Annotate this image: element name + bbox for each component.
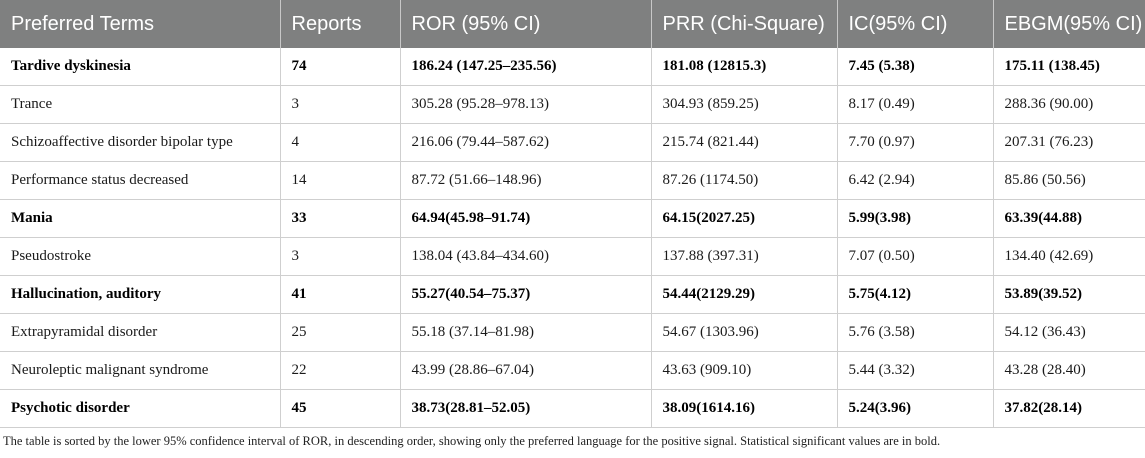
table-row: Trance 3 305.28 (95.28–978.13) 304.93 (859.… xyxy=(0,85,1145,124)
table-body: Tardive dyskinesia 74 186.24 (147.25–235.5… xyxy=(0,48,1145,428)
cell-prr: 38.09(1614.16) xyxy=(650,389,837,428)
cell-ebgm: 63.39(44.88) xyxy=(992,199,1145,238)
cell-ror: 138.04 (43.84–434.60) xyxy=(399,237,651,276)
cell-prr: 64.15(2027.25) xyxy=(650,199,837,238)
cell-reports: 3 xyxy=(279,85,400,124)
table-row: Pseudostroke 3 138.04 (43.84–434.60) 137.88… xyxy=(0,237,1145,276)
cell-preferred-term: Schizoaffective disorder bipolar type xyxy=(0,123,280,162)
cell-preferred-term: Tardive dyskinesia xyxy=(0,48,280,86)
cell-reports: 14 xyxy=(279,161,400,200)
cell-ic: 5.75(4.12) xyxy=(836,275,993,314)
cell-preferred-term: Pseudostroke xyxy=(0,237,280,276)
cell-prr: 87.26 (1174.50) xyxy=(650,161,837,200)
cell-ebgm: 175.11 (138.45) xyxy=(992,48,1145,86)
cell-reports: 22 xyxy=(279,351,400,390)
cell-ic: 5.44 (3.32) xyxy=(836,351,993,390)
table-row: Psychotic disorder 45 38.73(28.81–52.05) 38… xyxy=(0,389,1145,428)
cell-ic: 7.70 (0.97) xyxy=(836,123,993,162)
cell-ebgm: 85.86 (50.56) xyxy=(992,161,1145,200)
cell-ror: 186.24 (147.25–235.56) xyxy=(399,48,651,86)
cell-ic: 7.45 (5.38) xyxy=(836,48,993,86)
cell-ror: 87.72 (51.66–148.96) xyxy=(399,161,651,200)
cell-prr: 304.93 (859.25) xyxy=(650,85,837,124)
cell-ror: 55.18 (37.14–81.98) xyxy=(399,313,651,352)
table-row: Schizoaffective disorder bipolar type 4 21… xyxy=(0,123,1145,162)
cell-prr: 181.08 (12815.3) xyxy=(650,48,837,86)
signal-table: Preferred Terms Reports ROR (95% CI) PRR… xyxy=(0,0,1145,428)
cell-prr: 54.67 (1303.96) xyxy=(650,313,837,352)
cell-preferred-term: Extrapyramidal disorder xyxy=(0,313,280,352)
table-row: Performance status decreased 14 87.72 (51.… xyxy=(0,161,1145,200)
cell-preferred-term: Hallucination, auditory xyxy=(0,275,280,314)
table-row: Mania 33 64.94(45.98–91.74) 64.15(2027.25) 5… xyxy=(0,199,1145,238)
cell-reports: 4 xyxy=(279,123,400,162)
cell-prr: 215.74 (821.44) xyxy=(650,123,837,162)
cell-ror: 38.73(28.81–52.05) xyxy=(399,389,651,428)
cell-ic: 5.24(3.96) xyxy=(836,389,993,428)
signal-table-container: Preferred Terms Reports ROR (95% CI) PRR… xyxy=(0,0,1145,428)
cell-ror: 216.06 (79.44–587.62) xyxy=(399,123,651,162)
cell-prr: 43.63 (909.10) xyxy=(650,351,837,390)
header-ic: IC(95% CI) xyxy=(836,0,993,48)
cell-prr: 54.44(2129.29) xyxy=(650,275,837,314)
header-ebgm: EBGM(95% CI) xyxy=(992,0,1145,48)
table-row: Tardive dyskinesia 74 186.24 (147.25–235.5… xyxy=(0,48,1145,86)
cell-preferred-term: Performance status decreased xyxy=(0,161,280,200)
cell-ror: 43.99 (28.86–67.04) xyxy=(399,351,651,390)
cell-ebgm: 207.31 (76.23) xyxy=(992,123,1145,162)
header-reports: Reports xyxy=(279,0,400,48)
cell-reports: 3 xyxy=(279,237,400,276)
cell-ic: 5.76 (3.58) xyxy=(836,313,993,352)
cell-reports: 41 xyxy=(279,275,400,314)
cell-preferred-term: Psychotic disorder xyxy=(0,389,280,428)
header-ror: ROR (95% CI) xyxy=(399,0,651,48)
cell-reports: 74 xyxy=(279,48,400,86)
table-footnote: The table is sorted by the lower 95% con… xyxy=(3,434,941,448)
cell-reports: 33 xyxy=(279,199,400,238)
cell-ic: 7.07 (0.50) xyxy=(836,237,993,276)
cell-ror: 64.94(45.98–91.74) xyxy=(399,199,651,238)
table-row: Neuroleptic malignant syndrome 22 43.99 (2… xyxy=(0,351,1145,390)
cell-ic: 5.99(3.98) xyxy=(836,199,993,238)
table-row: Extrapyramidal disorder 25 55.18 (37.14–81… xyxy=(0,313,1145,352)
cell-ebgm: 37.82(28.14) xyxy=(992,389,1145,428)
table-row: Hallucination, auditory 41 55.27(40.54–75.… xyxy=(0,275,1145,314)
cell-ebgm: 288.36 (90.00) xyxy=(992,85,1145,124)
cell-reports: 45 xyxy=(279,389,400,428)
cell-preferred-term: Mania xyxy=(0,199,280,238)
cell-ebgm: 134.40 (42.69) xyxy=(992,237,1145,276)
cell-ic: 8.17 (0.49) xyxy=(836,85,993,124)
cell-reports: 25 xyxy=(279,313,400,352)
cell-ebgm: 43.28 (28.40) xyxy=(992,351,1145,390)
cell-ror: 55.27(40.54–75.37) xyxy=(399,275,651,314)
cell-prr: 137.88 (397.31) xyxy=(650,237,837,276)
header-preferred-terms: Preferred Terms xyxy=(0,0,280,48)
cell-ror: 305.28 (95.28–978.13) xyxy=(399,85,651,124)
cell-ebgm: 53.89(39.52) xyxy=(992,275,1145,314)
header-row: Preferred Terms Reports ROR (95% CI) PRR… xyxy=(0,0,1145,48)
header-prr: PRR (Chi-Square) xyxy=(650,0,837,48)
cell-ic: 6.42 (2.94) xyxy=(836,161,993,200)
cell-ebgm: 54.12 (36.43) xyxy=(992,313,1145,352)
cell-preferred-term: Trance xyxy=(0,85,280,124)
cell-preferred-term: Neuroleptic malignant syndrome xyxy=(0,351,280,390)
table-header: Preferred Terms Reports ROR (95% CI) PRR… xyxy=(0,0,1145,48)
